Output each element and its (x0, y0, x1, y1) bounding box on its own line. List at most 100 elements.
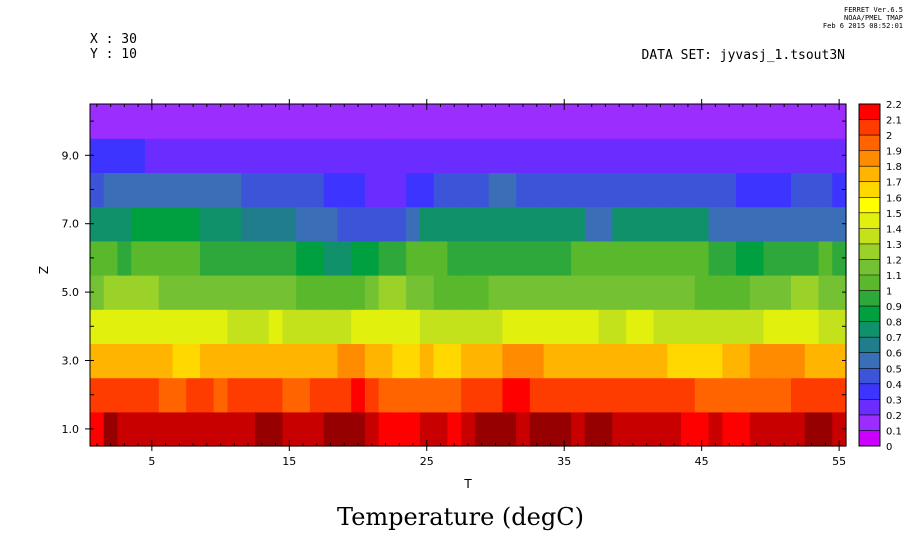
heatmap-cell (282, 309, 297, 344)
heatmap-cell (722, 275, 737, 310)
axes: 5 15 25 35 45 55 1.0 3.0 5.0 7.0 9.0 (62, 99, 847, 468)
heatmap-cell (227, 172, 242, 208)
heatmap-cell (90, 309, 105, 344)
heatmap-cell (90, 172, 105, 208)
heatmap-cell (516, 309, 531, 344)
heatmap-cell (502, 104, 517, 139)
heatmap-cell (282, 104, 297, 139)
heatmap-cell (516, 104, 531, 139)
heatmap-cell (529, 206, 545, 242)
heatmap-cell (681, 411, 696, 447)
heatmap-cell (791, 275, 806, 310)
heatmap-cell (694, 343, 710, 379)
heatmap-cell (804, 104, 820, 139)
heatmap-cell (309, 411, 325, 447)
heatmap-cell (488, 343, 503, 379)
heatmap-cell (433, 240, 448, 276)
heatmap-cell (213, 206, 229, 242)
heatmap-cell (351, 411, 366, 447)
heatmap-cell (296, 309, 311, 344)
heatmap-cell (323, 104, 339, 139)
heatmap-cell (488, 309, 503, 344)
heatmap-cell (227, 343, 242, 379)
colorbar-swatch (859, 352, 880, 369)
heatmap-cell (378, 138, 393, 173)
heatmap-cell (598, 343, 613, 379)
heatmap-cell (254, 240, 270, 276)
heatmap-cell (117, 411, 132, 447)
heatmap-cell (282, 206, 297, 242)
heatmap-cell (241, 138, 256, 173)
heatmap-cell (447, 377, 462, 413)
heatmap-cell (296, 377, 311, 413)
heatmap-cell (736, 275, 751, 310)
heatmap-cell (144, 343, 160, 379)
heatmap-cell (832, 138, 847, 173)
heatmap-cell (804, 275, 820, 310)
heatmap-cell (694, 138, 710, 173)
heatmap-cell (309, 104, 325, 139)
heatmap-cell (282, 172, 297, 208)
heatmap-cell (502, 206, 517, 242)
heatmap-cell (832, 343, 847, 379)
heatmap-cell (749, 206, 765, 242)
colorbar-swatch (859, 306, 880, 323)
heatmap-cell (777, 411, 792, 447)
heatmap-cell (516, 138, 531, 173)
heatmap-cell (392, 343, 407, 379)
heatmap-cell (818, 240, 833, 276)
heatmap-cell (158, 275, 174, 310)
heatmap-cell (598, 240, 613, 276)
heatmap-cell (791, 309, 806, 344)
heatmap-cell (433, 377, 448, 413)
heatmap-cell (681, 172, 696, 208)
heatmap-cell (254, 104, 270, 139)
heatmap-cell (323, 240, 339, 276)
heatmap-cell (639, 172, 655, 208)
heatmap-cell (598, 138, 613, 173)
heatmap-cell (804, 172, 820, 208)
heatmap-cell (474, 377, 490, 413)
heatmap-cell (681, 377, 696, 413)
heatmap-cell (268, 377, 284, 413)
heatmap-cell (433, 138, 448, 173)
heatmap-cell (392, 309, 407, 344)
colorbar-label: 1.9 (886, 147, 902, 158)
heatmap-cell (557, 172, 572, 208)
heatmap-cell (708, 309, 723, 344)
heatmap-cell (447, 343, 462, 379)
heatmap-cell (598, 206, 613, 242)
heatmap-cell (612, 104, 627, 139)
heatmap-cell (502, 172, 517, 208)
heatmap-cell (227, 138, 242, 173)
heatmap-cell (694, 377, 710, 413)
heatmap-cell (172, 138, 187, 173)
colorbar-label: 1.6 (886, 193, 902, 204)
heatmap-cell (791, 172, 806, 208)
heatmap-cell (227, 275, 242, 310)
heatmap-cell (502, 275, 517, 310)
heatmap-cell (103, 275, 119, 310)
heatmap-cell (378, 275, 393, 310)
heatmap-cell (626, 377, 641, 413)
heatmap-cell (144, 206, 160, 242)
heatmap-cell (763, 240, 778, 276)
heatmap-cell (639, 309, 655, 344)
heatmap-cell (323, 377, 339, 413)
heatmap-cell (337, 275, 352, 310)
heatmap-cell (90, 138, 105, 173)
heatmap-cell (117, 206, 132, 242)
heatmap-cell (584, 343, 600, 379)
heatmap-cell (777, 206, 792, 242)
heatmap-cell (199, 240, 215, 276)
heatmap-cell (653, 138, 668, 173)
heatmap-cell (736, 138, 751, 173)
heatmap-cell (433, 275, 448, 310)
heatmap-cell (131, 377, 146, 413)
heatmap-cell (708, 343, 723, 379)
heatmap-cell (199, 377, 215, 413)
heatmap-cell (598, 411, 613, 447)
heatmap-cell (516, 377, 531, 413)
heatmap-cell (268, 343, 284, 379)
